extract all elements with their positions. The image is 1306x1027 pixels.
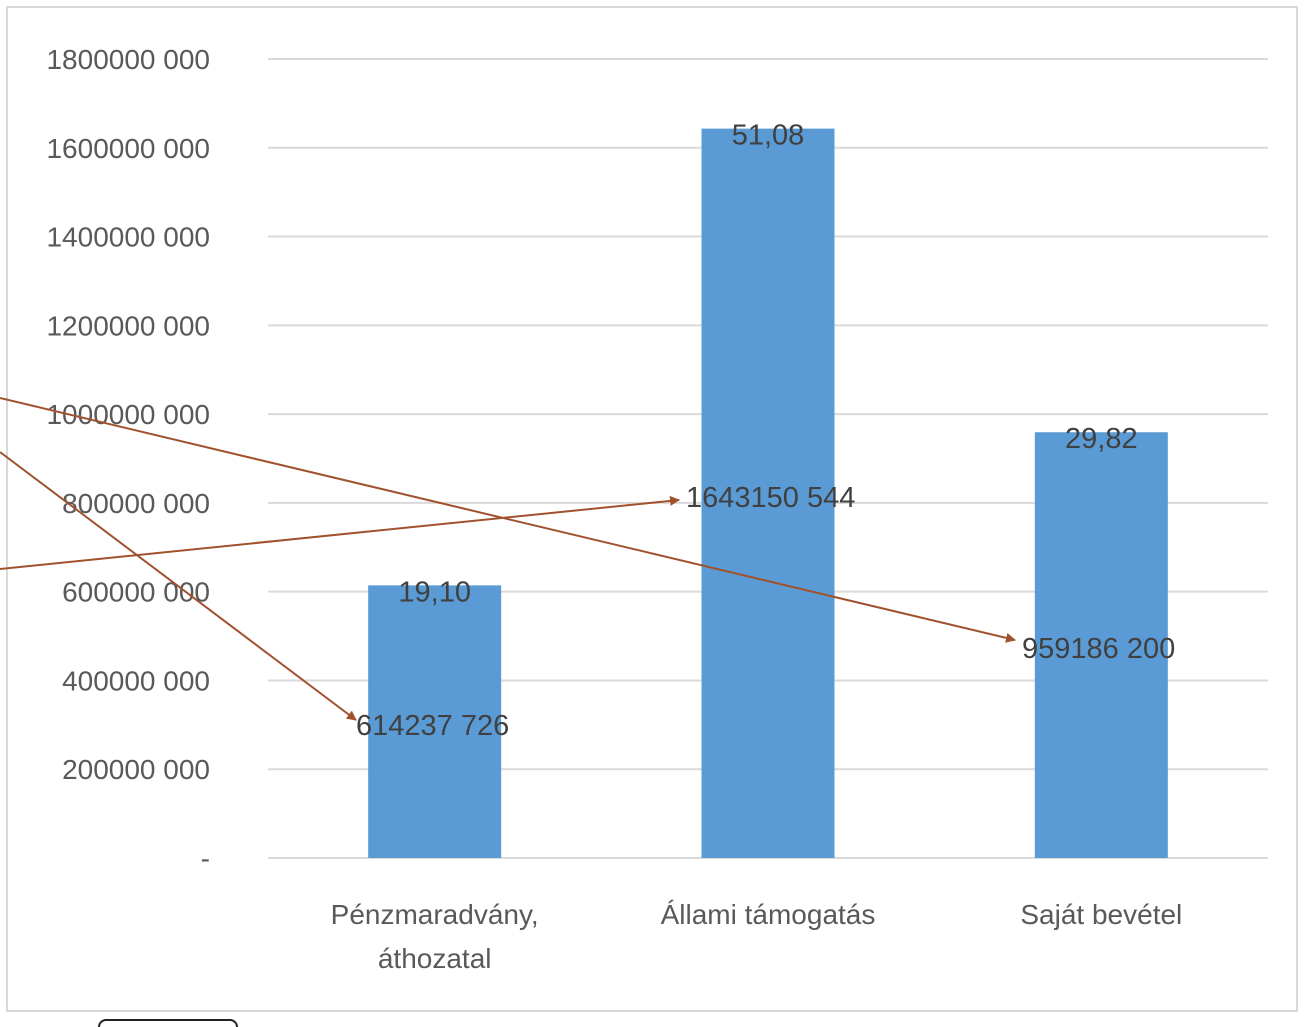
y-tick-label: 200000 000 [62, 754, 210, 785]
annotation-arrow [0, 397, 1016, 643]
y-tick-label: 800000 000 [62, 488, 210, 519]
data-label-value: 959186 200 [1022, 633, 1175, 665]
x-tick-label: Saját bevétel [1020, 899, 1182, 930]
data-label-value: 614237 726 [356, 710, 509, 742]
bar [701, 128, 835, 859]
x-tick-label: Állami támogatás [661, 899, 876, 930]
x-tick-label: áthozatal [378, 943, 492, 974]
data-label-percent: 51,08 [732, 120, 805, 152]
y-tick-label: 1400000 000 [46, 222, 210, 253]
bar [368, 585, 502, 858]
data-label-value: 1643150 544 [686, 482, 855, 514]
y-tick-label: 1600000 000 [46, 133, 210, 164]
bar [1034, 432, 1168, 858]
tab-stub [98, 1019, 238, 1027]
data-label-percent: 29,82 [1065, 423, 1138, 455]
y-tick-label: 1800000 000 [46, 44, 210, 75]
y-tick-label: 400000 000 [62, 665, 210, 696]
x-tick-label: Pénzmaradvány, [331, 899, 539, 930]
annotation-arrow [0, 495, 680, 570]
data-label-percent: 19,10 [398, 576, 471, 608]
annotation-arrow [0, 451, 357, 721]
y-tick-label: - [201, 843, 210, 874]
y-tick-label: 1200000 000 [46, 310, 210, 341]
